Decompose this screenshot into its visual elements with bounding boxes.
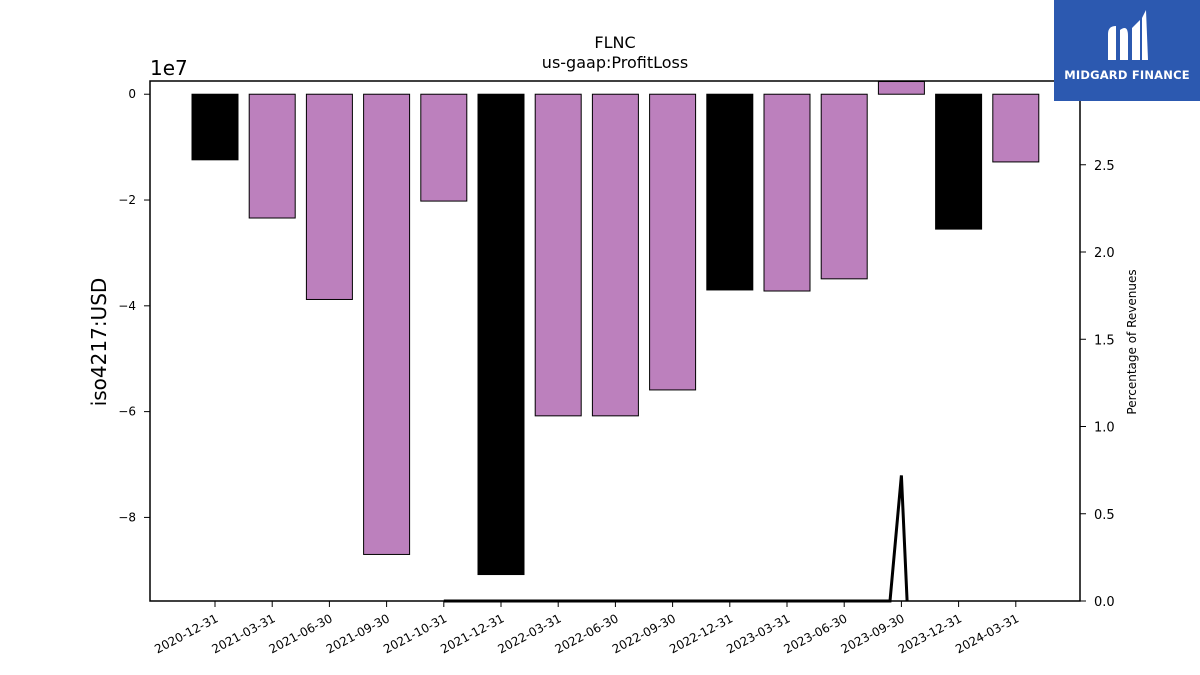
x-tick-label: 2020-12-31 <box>152 611 220 656</box>
midgard-finance-logo: MIDGARD FINANCE <box>1054 0 1200 101</box>
bar-2023-12-31 <box>935 93 983 230</box>
plot-frame <box>149 80 1081 602</box>
y-tick-label: −2 <box>118 193 136 207</box>
x-tick-label: 2021-03-31 <box>209 611 277 656</box>
y-tick-label: −6 <box>118 405 136 419</box>
bar-2020-12-31 <box>191 93 239 161</box>
logo-text: MIDGARD FINANCE <box>1064 68 1190 82</box>
y2-axis-label: Percentage of Revenues <box>1125 269 1139 414</box>
x-tick-label: 2022-09-30 <box>610 611 678 656</box>
bar-2023-09-30 <box>877 81 925 95</box>
x-tick-label: 2023-09-30 <box>839 611 907 656</box>
y-tick-label: −4 <box>118 299 136 313</box>
x-tick-label: 2022-03-31 <box>495 611 563 656</box>
x-tick-label: 2023-12-31 <box>896 611 964 656</box>
x-tick-label: 2023-03-31 <box>724 611 792 656</box>
x-tick-label: 2022-06-30 <box>553 611 621 656</box>
bar-2021-10-31 <box>420 93 468 202</box>
midgard-logo-icon <box>1108 10 1148 60</box>
bar-2021-06-30 <box>305 93 353 300</box>
bar-2021-12-31 <box>477 93 525 576</box>
bar-2022-12-31 <box>706 93 754 291</box>
y2-tick-label: 0.5 <box>1094 508 1115 523</box>
bar-2023-03-31 <box>763 93 811 292</box>
y-axis-label: iso4217:USD <box>87 278 111 407</box>
y2-tick-label: 2.5 <box>1094 159 1115 174</box>
x-tick-label: 2021-10-31 <box>381 611 449 656</box>
bar-2022-09-30 <box>649 93 697 391</box>
y-tick-label: 0 <box>128 87 136 101</box>
x-tick-label: 2022-12-31 <box>667 611 735 656</box>
bar-2021-03-31 <box>248 93 296 219</box>
chart-subtitle: us-gaap:ProfitLoss <box>542 53 688 72</box>
x-tick-label: 2021-12-31 <box>438 611 506 656</box>
bar-2024-03-31 <box>992 93 1040 163</box>
x-tick-label: 2024-03-31 <box>953 611 1021 656</box>
x-tick-label: 2021-09-30 <box>324 611 392 656</box>
y2-tick-label: 1.5 <box>1094 333 1115 348</box>
x-tick-label: 2021-06-30 <box>267 611 335 656</box>
bar-2022-03-31 <box>534 93 582 417</box>
bar-2023-06-30 <box>820 93 868 280</box>
y-offset-label: 1e7 <box>150 56 188 80</box>
y2-tick-label: 2.0 <box>1094 246 1115 261</box>
bar-2022-06-30 <box>591 93 639 417</box>
x-tick-label: 2023-06-30 <box>781 611 849 656</box>
y2-tick-label: 1.0 <box>1094 421 1115 436</box>
bar-2021-09-30 <box>363 93 411 555</box>
chart-title: FLNC <box>594 33 635 52</box>
y-tick-label: −8 <box>118 510 136 524</box>
y2-tick-label: 0.0 <box>1094 595 1115 610</box>
